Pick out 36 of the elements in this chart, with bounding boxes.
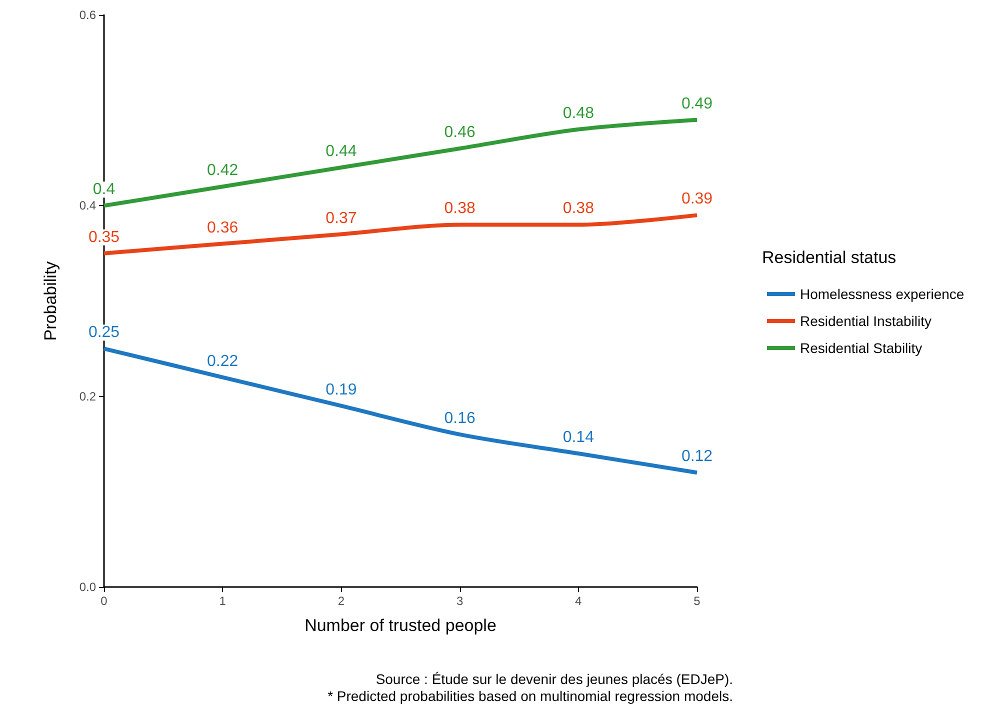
data-label: 0.22 <box>207 352 238 370</box>
x-tick-label: 3 <box>456 594 464 608</box>
data-label: 0.19 <box>326 381 357 398</box>
data-label: 0.16 <box>444 410 476 427</box>
data-label: 0.4 <box>92 181 116 198</box>
x-tick-label: 0 <box>100 594 108 608</box>
data-label: 0.35 <box>88 228 120 246</box>
data-label: 0.39 <box>681 190 713 208</box>
legend-title: Residential status <box>762 248 896 267</box>
data-label: 0.48 <box>562 104 594 122</box>
data-label: 0.25 <box>88 324 120 342</box>
data-label: 0.37 <box>326 210 357 227</box>
data-label: 0.49 <box>681 95 713 112</box>
y-tick-label: 0.6 <box>79 8 96 22</box>
x-tick-label: 4 <box>575 594 582 608</box>
source-note: Source : Étude sur le devenir des jeunes placés (EDJeP). <box>376 671 733 687</box>
text: * Predicted probabilities based on multinomial regression models. <box>328 688 733 704</box>
data-label: 0.12 <box>681 448 713 466</box>
data-label: 0.42 <box>207 162 238 180</box>
y-tick-label: 0.2 <box>79 389 96 404</box>
data-label: 0.38 <box>562 200 594 218</box>
data-label: 0.44 <box>326 143 357 160</box>
x-tick-label: 5 <box>694 594 701 608</box>
x-tick-label: 1 <box>219 594 226 608</box>
legend-label: Homelessness experience <box>800 286 964 302</box>
x-tick-label: 2 <box>338 594 345 608</box>
data-label: 0.46 <box>444 124 476 141</box>
data-label: 0.36 <box>207 219 238 236</box>
data-label: 0.38 <box>444 200 476 218</box>
legend-label: Residential Stability <box>800 340 922 356</box>
x-axis-title: Number of trusted people <box>304 616 496 635</box>
legend-label: Residential Instability <box>800 313 932 329</box>
data-label: 0.14 <box>562 429 594 446</box>
y-axis-title: Probability <box>41 260 60 341</box>
y-tick-label: 0.0 <box>79 580 96 594</box>
y-tick-label: 0.4 <box>79 198 96 213</box>
